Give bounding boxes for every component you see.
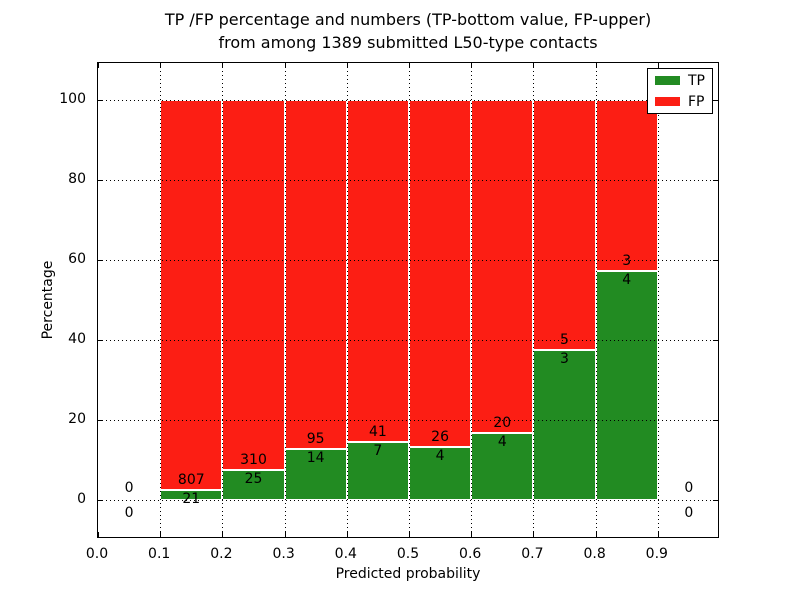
x-tick-label: 0.0 [85, 546, 109, 562]
fp-bar-segment [471, 100, 534, 434]
fp-bar-segment [346, 100, 409, 442]
x-axis-label: Predicted probability [335, 566, 481, 582]
tp-legend-label: TP [688, 72, 705, 89]
x-tick-label: 0.3 [272, 546, 295, 562]
tp-bar-segment [222, 470, 285, 500]
x-tick-label: 0.8 [583, 546, 606, 562]
tp-legend-swatch [655, 76, 680, 85]
legend: TP FP [647, 68, 713, 114]
bars-layer [98, 63, 718, 537]
fp-bar-segment [409, 100, 472, 447]
chart-title-line2: from among 1389 submitted L50-type conta… [218, 33, 598, 52]
y-axis-label: Percentage [40, 260, 56, 340]
chart-title-line1: TP /FP percentage and numbers (TP-bottom… [164, 10, 652, 29]
tp-bar-segment [471, 433, 534, 500]
x-tick-label: 0.7 [521, 546, 544, 562]
tp-bar-segment [409, 446, 472, 500]
legend-entry-tp: TP [655, 74, 705, 88]
x-tick-label: 0.2 [210, 546, 233, 562]
fp-legend-swatch [655, 97, 680, 106]
y-tick-label: 0 [77, 491, 86, 507]
y-tick-label: 80 [68, 171, 86, 187]
fp-bar-segment [222, 100, 285, 471]
fp-bar-segment [284, 100, 347, 449]
tp-bar-segment [284, 448, 347, 500]
fp-legend-label: FP [688, 93, 705, 110]
fp-bar-segment [160, 100, 223, 490]
y-tick-label: 20 [68, 411, 86, 427]
legend-entry-fp: FP [655, 95, 705, 109]
x-tick-label: 0.9 [645, 546, 668, 562]
x-tick-label: 0.6 [459, 546, 482, 562]
tp-bar-segment [160, 489, 223, 500]
y-tick-label: 60 [68, 251, 86, 267]
x-tick-label: 0.5 [396, 546, 420, 562]
tp-bar-segment [346, 441, 409, 500]
tp-bar-segment [595, 271, 658, 500]
x-tick-label: 0.4 [334, 546, 357, 562]
fp-bar-segment [533, 100, 596, 350]
x-tick-label: 0.1 [148, 546, 171, 562]
chart-title: TP /FP percentage and numbers (TP-bottom… [97, 8, 719, 54]
tp-bar-segment [533, 350, 596, 500]
y-tick-label: 40 [68, 331, 86, 347]
plot-area: 0 0 807 21 310 25 95 14 41 7 26 4 20 4 5 3 3 4 0 0 TP FP [97, 62, 719, 538]
fp-bar-segment [595, 100, 658, 272]
y-tick-label: 100 [59, 91, 86, 107]
